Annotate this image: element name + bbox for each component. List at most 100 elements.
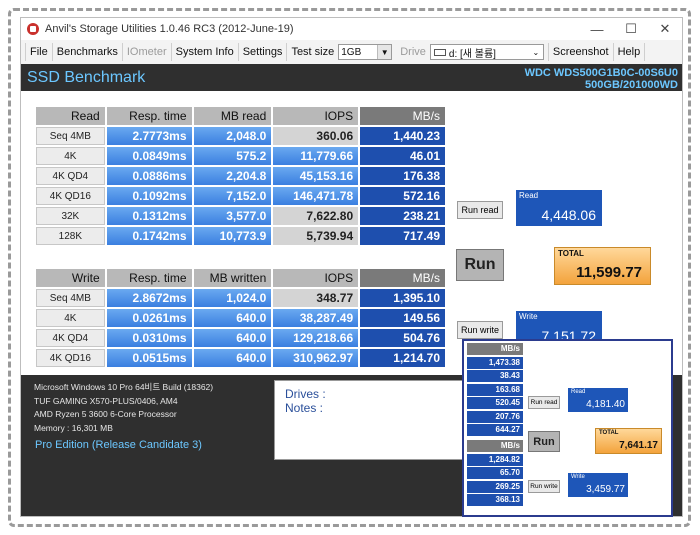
run-button[interactable]: Run [456, 249, 504, 281]
iops-cell: 11,779.66 [273, 147, 359, 165]
drive-model-size: 500GB/201000WD [585, 79, 678, 91]
total-score-label: TOTAL [558, 249, 584, 258]
benchmark-content: Read Resp. time MB read IOPS MB/s Seq 4M… [21, 91, 682, 375]
inset-write-header: MB/s [467, 440, 523, 452]
write-table-header: Write Resp. time MB written IOPS MB/s [36, 269, 445, 287]
drive-label: Drive [400, 46, 426, 58]
menu-help[interactable]: Help [614, 43, 646, 61]
iops-cell: 146,471.78 [273, 187, 359, 205]
inset-total-score: TOTAL 7,641.17 [595, 428, 662, 454]
menu-screenshot[interactable]: Screenshot [547, 43, 614, 61]
edition-label: Pro Edition (Release Candidate 3) [35, 439, 202, 451]
run-write-button[interactable]: Run write [457, 321, 503, 339]
total-score: TOTAL 11,599.77 [554, 247, 651, 285]
resp-time-cell: 0.0515ms [106, 349, 192, 367]
drive-select[interactable]: d: [새 볼륨] ⌄ [429, 44, 544, 60]
menu-bar: File Benchmarks IOmeter System Info Sett… [21, 40, 682, 64]
mbs-cell: 717.49 [360, 227, 445, 245]
test-seq-4mb-button[interactable]: Seq 4MB [36, 127, 105, 145]
inset-run-read-button[interactable]: Run read [528, 396, 560, 409]
inset-read-value: 644.27 [467, 424, 523, 436]
window-controls: — ☐ ✕ [580, 18, 682, 40]
cpu-info: AMD Ryzen 5 3600 6-Core Processor [34, 409, 177, 419]
inset-write-value: 368.13 [467, 494, 523, 506]
chevron-down-icon: ⌄ [528, 45, 543, 59]
read-table-header: Read Resp. time MB read IOPS MB/s [36, 107, 445, 125]
resp-time-cell: 0.0310ms [106, 329, 192, 347]
mbs-cell: 238.21 [360, 207, 445, 225]
menu-file[interactable]: File [25, 43, 53, 61]
menu-iometer[interactable]: IOmeter [123, 43, 172, 61]
test-4k-qd4-button[interactable]: 4K QD4 [36, 167, 105, 185]
resp-time-header: Resp. time [106, 107, 192, 125]
iops-cell: 5,739.94 [273, 227, 359, 245]
drive-model-name: WDC WDS500G1B0C-00S6U0 [524, 67, 678, 79]
mb-written-cell: 1,024.0 [193, 289, 272, 307]
chevron-down-icon: ▼ [377, 45, 392, 59]
test-size-value: 1GB [341, 46, 362, 58]
mb-read-cell: 10,773.9 [193, 227, 272, 245]
memory-info: Memory : 16,301 MB [34, 422, 113, 433]
resp-time-cell: 0.0849ms [106, 147, 192, 165]
mb-read-header: MB read [193, 107, 272, 125]
comparison-inset: MB/s 1,473.38 38.43 163.68 520.45 207.76… [462, 339, 673, 517]
iops-cell: 38,287.49 [273, 309, 359, 327]
read-score: Read 4,448.06 [516, 190, 602, 226]
resp-time-cell: 0.1312ms [106, 207, 192, 225]
inset-run-write-button[interactable]: Run write [528, 480, 560, 493]
mb-written-header: MB written [193, 269, 272, 287]
test-size-select[interactable]: 1GB ▼ [338, 44, 393, 60]
test-4k-button[interactable]: 4K [36, 147, 105, 165]
table-row: 128K 0.1742ms 10,773.9 5,739.94 717.49 [36, 227, 445, 245]
board-info: TUF GAMING X570-PLUS/0406, AM4 [34, 395, 178, 406]
mbs-cell: 1,214.70 [360, 349, 445, 367]
inset-total-score-value: 7,641.17 [619, 440, 658, 451]
mbs-cell: 46.01 [360, 147, 445, 165]
mbs-header: MB/s [360, 269, 445, 287]
inset-read-column: MB/s 1,473.38 38.43 163.68 520.45 207.76… [467, 343, 523, 508]
inset-read-value: 1,473.38 [467, 356, 523, 369]
minimize-button[interactable]: — [590, 21, 604, 37]
inset-read-value: 38.43 [467, 370, 523, 382]
mb-written-cell: 640.0 [193, 349, 272, 367]
drive-value: d: [새 볼륨] [448, 48, 496, 60]
window-title: Anvil's Storage Utilities 1.0.46 RC3 (20… [45, 23, 294, 35]
mbs-cell: 176.38 [360, 167, 445, 185]
inset-run-button[interactable]: Run [528, 431, 560, 452]
read-header: Read [36, 107, 105, 125]
inset-read-value: 163.68 [467, 383, 523, 396]
menu-system-info[interactable]: System Info [172, 43, 239, 61]
test-4k-qd16-button[interactable]: 4K QD16 [36, 187, 105, 205]
test-4k-button[interactable]: 4K [36, 309, 105, 327]
page-title: SSD Benchmark [27, 69, 146, 86]
system-info: Microsoft Windows 10 Pro 64비트 Build (183… [34, 381, 213, 435]
close-button[interactable]: ✕ [659, 21, 671, 36]
mb-read-cell: 2,204.8 [193, 167, 272, 185]
test-4k-qd4-button[interactable]: 4K QD4 [36, 329, 105, 347]
iops-cell: 45,153.16 [273, 167, 359, 185]
iops-header: IOPS [273, 107, 359, 125]
table-row: 32K 0.1312ms 3,577.0 7,622.80 238.21 [36, 207, 445, 225]
maximize-button[interactable]: ☐ [625, 21, 637, 36]
mb-written-cell: 640.0 [193, 329, 272, 347]
resp-time-cell: 0.1742ms [106, 227, 192, 245]
test-4k-qd16-button[interactable]: 4K QD16 [36, 349, 105, 367]
app-icon [27, 23, 39, 35]
test-seq-4mb-button[interactable]: Seq 4MB [36, 289, 105, 307]
test-32k-button[interactable]: 32K [36, 207, 105, 225]
mb-read-cell: 7,152.0 [193, 187, 272, 205]
inset-read-value: 520.45 [467, 397, 523, 409]
read-score-label: Read [519, 191, 539, 200]
inset-read-header: MB/s [467, 343, 523, 355]
run-read-button[interactable]: Run read [457, 201, 503, 219]
mbs-cell: 1,440.23 [360, 127, 445, 145]
inset-write-score-value: 3,459.77 [586, 484, 625, 495]
menu-settings[interactable]: Settings [239, 43, 288, 61]
mbs-cell: 149.56 [360, 309, 445, 327]
inset-write-value: 1,284.82 [467, 453, 523, 466]
inset-total-score-label: TOTAL [599, 430, 619, 436]
inset-write-score: Write 3,459.77 [568, 473, 628, 497]
test-128k-button[interactable]: 128K [36, 227, 105, 245]
table-row: Seq 4MB 2.7773ms 2,048.0 360.06 1,440.23 [36, 127, 445, 145]
menu-benchmarks[interactable]: Benchmarks [53, 43, 123, 61]
